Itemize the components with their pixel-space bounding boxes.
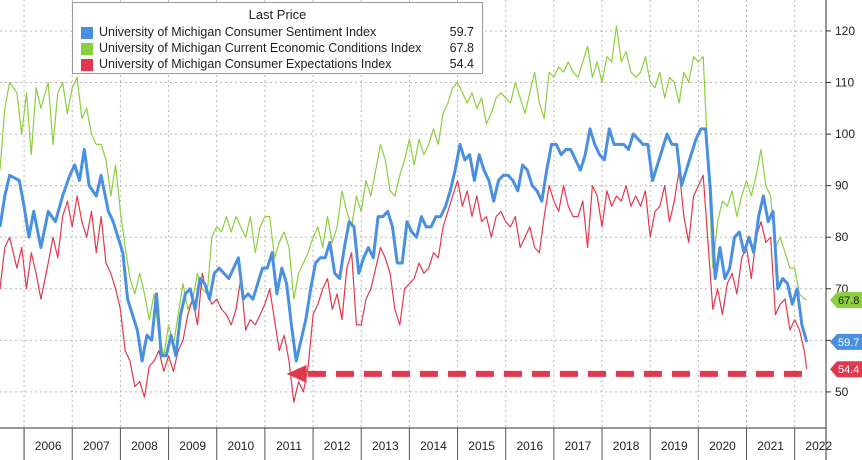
x-tick-label: 2015 <box>468 439 495 453</box>
x-tick-label: 2021 <box>757 439 784 453</box>
last-value-text: 54.4 <box>838 364 859 376</box>
x-tick-label: 2019 <box>661 439 688 453</box>
series-line-1 <box>0 25 807 357</box>
x-tick-label: 2016 <box>516 439 543 453</box>
legend-value: 59.7 <box>449 25 474 39</box>
x-tick-label: 2010 <box>227 439 254 453</box>
y-tick-label: 50 <box>835 385 849 399</box>
legend-value: 54.4 <box>449 57 474 71</box>
y-tick-label: 110 <box>835 76 854 90</box>
y-tick-label: 100 <box>835 127 855 141</box>
y-tick-label: 120 <box>835 24 855 38</box>
series-lines <box>0 25 809 403</box>
legend-value: 67.8 <box>449 41 474 55</box>
annotation-arrow <box>286 364 802 383</box>
last-value-text: 59.7 <box>838 337 859 349</box>
legend-item-current-conditions: University of Michigan Current Economic … <box>81 41 474 57</box>
legend-item-sentiment: University of Michigan Consumer Sentimen… <box>81 25 474 41</box>
x-tick-label: 2017 <box>565 439 592 453</box>
legend-item-expectations: University of Michigan Consumer Expectat… <box>81 57 474 73</box>
legend-swatch-current-conditions <box>81 43 93 55</box>
legend-title: Last Price <box>248 7 307 22</box>
arrow-head <box>286 364 307 383</box>
x-tick-label: 2014 <box>420 439 447 453</box>
last-value-tag-2: 54.4 <box>830 361 862 378</box>
x-tick-label: 2008 <box>131 439 158 453</box>
legend-swatch-sentiment <box>81 27 93 39</box>
legend-label: University of Michigan Current Economic … <box>99 41 422 55</box>
last-value-tag-1: 67.8 <box>830 292 862 309</box>
last-value-labels: 59.7 67.8 54.4 <box>830 292 862 378</box>
x-tick-label: 2013 <box>372 439 399 453</box>
legend-swatch-expectations <box>81 59 93 71</box>
x-tick-label: 2009 <box>179 439 206 453</box>
last-value-tag-0: 59.7 <box>830 333 862 350</box>
legend-label: University of Michigan Consumer Sentimen… <box>99 25 377 39</box>
legend-label: University of Michigan Consumer Expectat… <box>99 57 392 71</box>
x-tick-label: 2011 <box>276 439 302 453</box>
last-value-text: 67.8 <box>838 295 859 307</box>
x-tick-label: 2020 <box>709 439 736 453</box>
x-tick-label: 2022 <box>805 439 832 453</box>
x-tick-label: 2012 <box>324 439 351 453</box>
x-tick-label: 2007 <box>83 439 110 453</box>
series-line-2 <box>0 169 808 403</box>
x-tick-label: 2006 <box>35 439 62 453</box>
legend: Last Price University of Michigan Consum… <box>72 2 483 74</box>
y-tick-label: 80 <box>835 230 849 244</box>
series-line-0 <box>0 127 809 363</box>
x-tick-label: 2018 <box>613 439 640 453</box>
y-tick-label: 90 <box>835 179 849 193</box>
